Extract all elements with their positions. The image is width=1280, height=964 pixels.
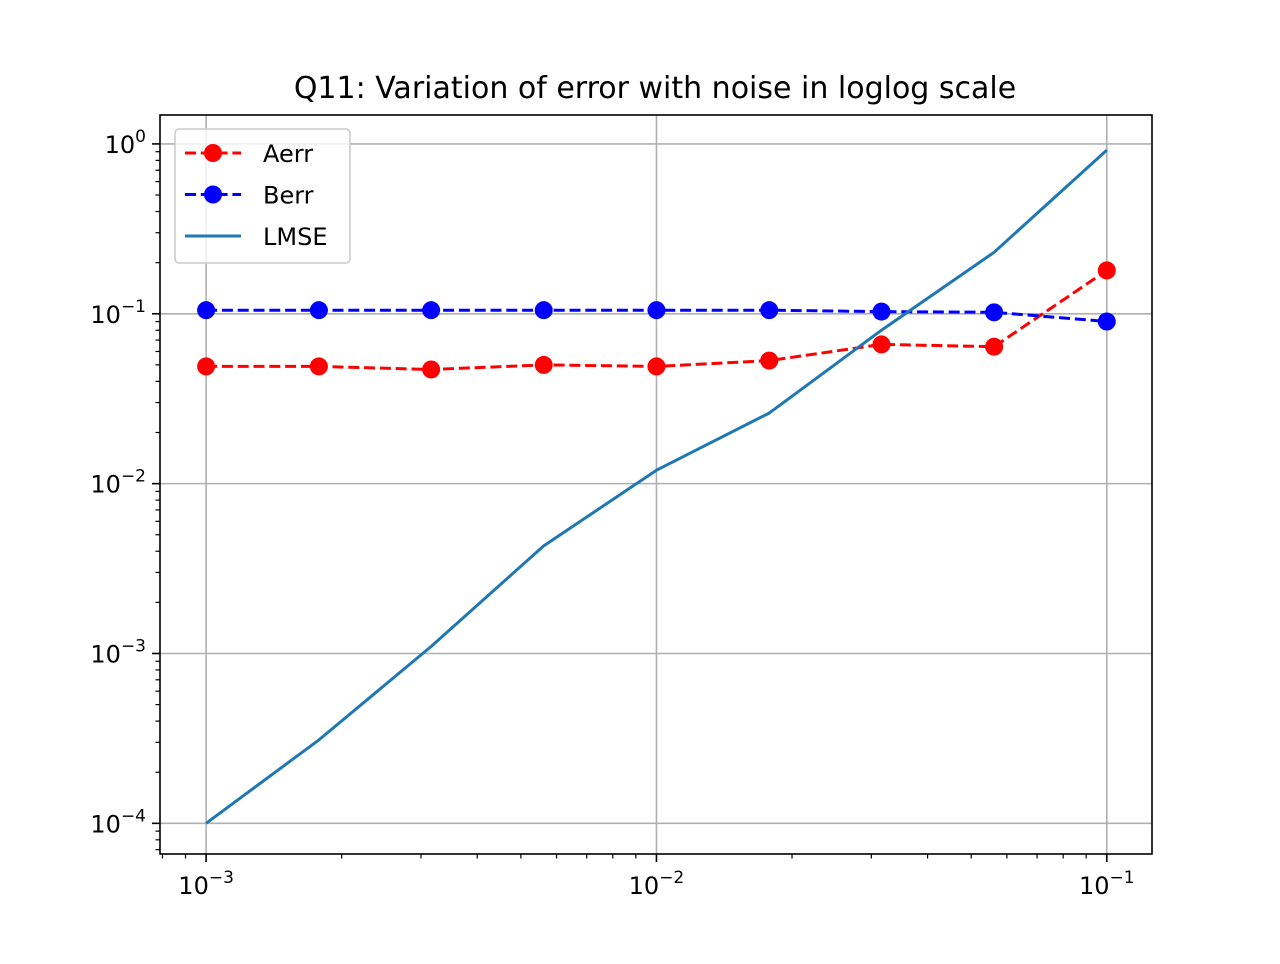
data-point-berr	[1097, 312, 1116, 331]
axis-ticks: 10−3 10−2 10−1 10−4 10−3 10−2 10−1 100	[90, 127, 1134, 900]
data-point-aerr	[309, 357, 328, 376]
x-tick-label: 10−1	[1079, 868, 1135, 900]
data-point-aerr	[534, 355, 553, 374]
data-point-berr	[534, 301, 553, 320]
series-layer	[197, 148, 1116, 825]
legend-label-lmse: LMSE	[263, 223, 327, 251]
data-point-aerr	[985, 337, 1004, 356]
series-line-lmse	[205, 148, 1108, 825]
legend-marker-berr	[204, 185, 222, 204]
y-tick-label: 100	[105, 127, 146, 159]
data-point-berr	[422, 301, 441, 320]
data-point-berr	[647, 301, 666, 320]
y-tick-label: 10−2	[90, 467, 146, 499]
legend-box	[174, 128, 351, 264]
data-point-berr	[309, 301, 328, 320]
legend-label-aerr: Aerr	[263, 140, 313, 168]
data-point-aerr	[872, 335, 891, 354]
data-point-aerr	[647, 357, 666, 376]
chart-title: Q11: Variation of error with noise in lo…	[294, 71, 1016, 106]
legend: Aerr Berr LMSE	[174, 128, 351, 264]
x-tick-label: 10−2	[629, 868, 685, 900]
data-point-aerr	[1097, 261, 1116, 280]
y-tick-label: 10−1	[90, 297, 146, 329]
data-point-berr	[760, 301, 779, 320]
legend-label-berr: Berr	[263, 182, 314, 210]
y-tick-label: 10−3	[90, 636, 146, 668]
data-point-berr	[985, 303, 1004, 322]
data-point-aerr	[422, 360, 441, 379]
data-point-berr	[872, 302, 891, 321]
data-point-berr	[197, 301, 216, 320]
legend-marker-aerr	[204, 144, 222, 162]
x-tick-label: 10−3	[178, 868, 234, 900]
data-point-aerr	[760, 351, 779, 370]
y-tick-label: 10−4	[90, 806, 146, 838]
data-point-aerr	[197, 357, 216, 376]
